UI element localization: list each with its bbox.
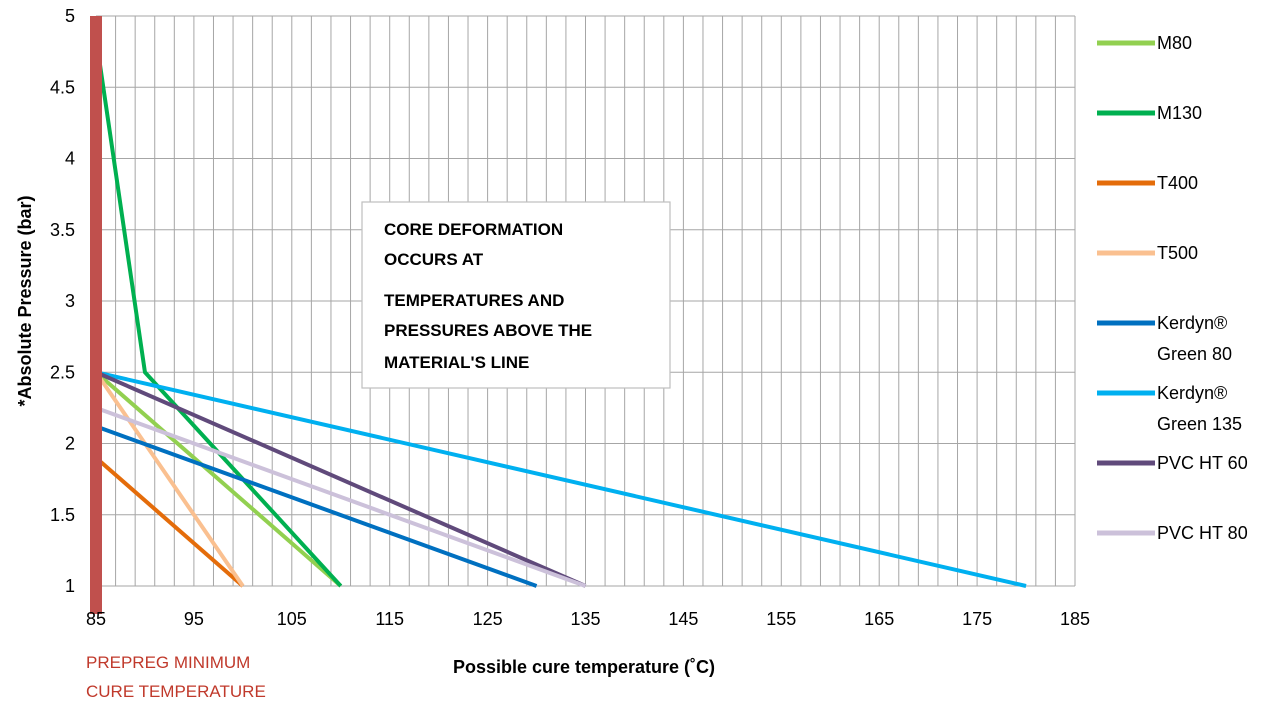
annotation-line: MATERIAL'S LINE xyxy=(384,353,529,372)
y-tick-label: 2 xyxy=(65,434,75,454)
annotation-line: PRESSURES ABOVE THE xyxy=(384,321,592,340)
x-tick-label: 185 xyxy=(1060,609,1090,629)
x-axis-title: Possible cure temperature (˚C) xyxy=(453,657,715,677)
series-line-pvc-ht-80 xyxy=(95,405,587,588)
annotation-line: TEMPERATURES AND xyxy=(384,291,564,310)
series-line-m130 xyxy=(94,37,343,588)
x-tick-label: 95 xyxy=(184,609,204,629)
x-tick-label: 175 xyxy=(962,609,992,629)
series-line-pvc-ht-60 xyxy=(95,370,587,588)
annotation-line: OCCURS AT xyxy=(384,250,484,269)
x-tick-label: 115 xyxy=(375,609,404,629)
x-tick-label: 125 xyxy=(473,609,503,629)
y-tick-label: 4.5 xyxy=(50,77,75,97)
x-tick-label: 105 xyxy=(277,609,307,629)
prepreg-label-line: CURE TEMPERATURE xyxy=(86,682,266,701)
annotation-line: CORE DEFORMATION xyxy=(384,220,563,239)
series-line-m80 xyxy=(94,370,343,588)
y-tick-label: 1.5 xyxy=(50,505,75,525)
annotation-box: CORE DEFORMATION OCCURS AT TEMPERATURES … xyxy=(361,201,671,389)
y-tick-label: 4 xyxy=(65,149,75,169)
series-line-kerdyn-green-80 xyxy=(95,424,538,588)
y-axis-title: *Absolute Pressure (bar) xyxy=(15,195,35,406)
series-line-kerdyn-green-135 xyxy=(95,370,1027,588)
prepreg-label-line: PREPREG MINIMUM xyxy=(86,653,250,672)
legend-item: T400 xyxy=(1097,173,1198,193)
legend-label: Green 80 xyxy=(1157,344,1232,364)
legend-label: T500 xyxy=(1157,243,1198,263)
legend: M80 M130 T400 T500 Kerdyn® Green 80 Kerdyn® Gre… xyxy=(1097,33,1248,543)
x-tick-label: 85 xyxy=(86,609,106,629)
legend-label: Green 135 xyxy=(1157,414,1242,434)
x-tick-labels: 85 95 105 115 125 135 145 155 165 175 185 xyxy=(86,609,1090,629)
x-tick-label: 145 xyxy=(668,609,698,629)
y-tick-label: 1 xyxy=(65,576,75,596)
y-tick-label: 5 xyxy=(65,6,75,26)
x-tick-label: 155 xyxy=(766,609,796,629)
legend-item: Kerdyn® Green 80 xyxy=(1097,313,1232,364)
x-tick-label: 165 xyxy=(864,609,894,629)
legend-label: M130 xyxy=(1157,103,1202,123)
legend-item: PVC HT 80 xyxy=(1097,523,1248,543)
legend-label: T400 xyxy=(1157,173,1198,193)
legend-label: M80 xyxy=(1157,33,1192,53)
series-lines xyxy=(94,37,1027,588)
legend-label: PVC HT 80 xyxy=(1157,523,1248,543)
legend-label: PVC HT 60 xyxy=(1157,453,1248,473)
legend-item: PVC HT 60 xyxy=(1097,453,1248,473)
series-line-t400 xyxy=(94,456,245,588)
y-tick-label: 2.5 xyxy=(50,362,75,382)
legend-item: M130 xyxy=(1097,103,1202,123)
legend-item: M80 xyxy=(1097,33,1192,53)
legend-label: Kerdyn® xyxy=(1157,383,1227,403)
y-tick-label: 3.5 xyxy=(50,220,75,240)
legend-item: T500 xyxy=(1097,243,1198,263)
y-tick-label: 3 xyxy=(65,291,75,311)
legend-label: Kerdyn® xyxy=(1157,313,1227,333)
series-line-t500 xyxy=(94,371,245,588)
x-tick-label: 135 xyxy=(570,609,600,629)
y-tick-labels: 1 1.5 2 2.5 3 3.5 4 4.5 5 xyxy=(50,6,75,596)
legend-item: Kerdyn® Green 135 xyxy=(1097,383,1242,434)
